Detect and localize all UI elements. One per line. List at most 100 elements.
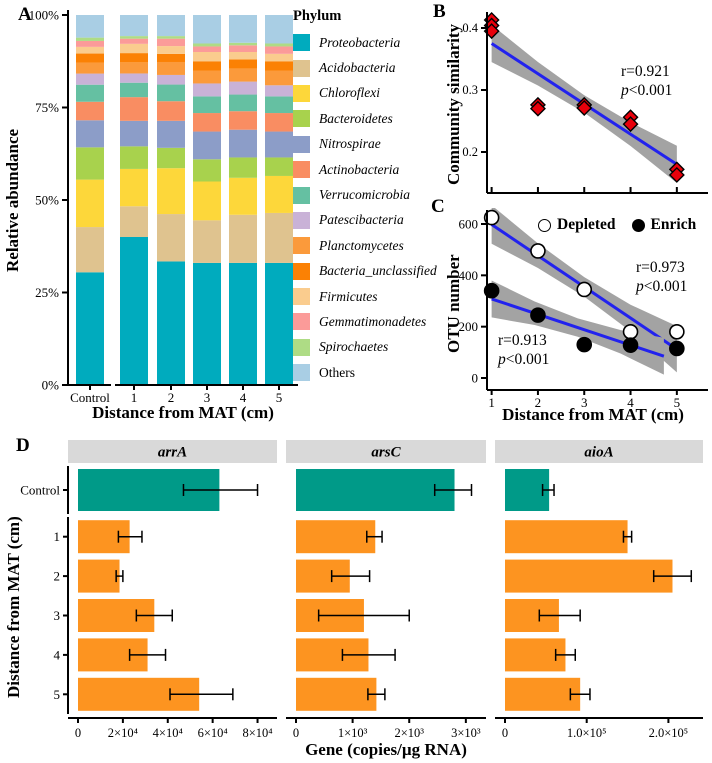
bar-segment-nitrospirae (229, 129, 257, 158)
bar-segment-others (76, 15, 104, 38)
filled-circle-icon (631, 218, 645, 232)
phylum-legend: Phylum Proteobacteria Acidobacteria Chloro… (293, 8, 437, 385)
bar-segment-firmicutes (120, 43, 148, 54)
panel-c-legend: Depleted Enrich (538, 216, 696, 234)
panel-c-depleted-r-value: r=0.973 (636, 259, 685, 276)
x-tick-label: 2×10³ (394, 726, 424, 740)
bar-segment-patescibacteria (76, 73, 104, 85)
bar-segment-chloroflexi (157, 168, 185, 215)
panel-c-depleted-p-value: <0.001 (643, 278, 688, 295)
x-tick-label: 3 (581, 395, 588, 410)
y-tick-label: 25% (35, 285, 59, 300)
data-point-enrich (669, 340, 685, 357)
legend-item: Bacteria_unclassified (293, 259, 437, 284)
bar-segment-proteobacteria (265, 262, 293, 385)
panel-b-stats-annotation: r=0.921 p<0.001 (621, 62, 672, 100)
legend-label: Planctomycetes (319, 237, 404, 253)
bar-segment-bacteroidetes (229, 157, 257, 178)
bar-segment-verrucomicrobia (120, 82, 148, 98)
facet-header (495, 440, 703, 463)
data-point-enrich (622, 337, 639, 353)
legend-item: Patescibacteria (293, 208, 435, 233)
bar-segment-spirochaetes (120, 36, 148, 39)
bar-segment-verrucomicrobia (76, 84, 104, 102)
legend-depleted-label: Depleted (557, 216, 616, 233)
data-point-enrich (530, 307, 546, 323)
phylum-legend-title: Phylum (293, 8, 342, 24)
facet-header (68, 440, 277, 463)
x-tick-label: 2 (168, 390, 175, 405)
gene-bar-arsC (296, 520, 376, 554)
bar-segment-gemmatimonadetes (265, 46, 293, 54)
y-tick-label: 50% (35, 193, 59, 208)
row-label: 5 (54, 687, 61, 702)
y-tick-label: 0.3 (462, 83, 478, 97)
data-point-depleted (483, 209, 500, 226)
legend-label: Proteobacteria (319, 34, 401, 50)
bar-segment-patescibacteria (157, 74, 185, 85)
x-tick-label: 1 (131, 390, 138, 405)
bar-segment-nitrospirae (193, 131, 221, 160)
bar-segment-actinobacteria (229, 111, 257, 130)
bar-segment-bacteroidetes (193, 159, 221, 182)
data-point-diamond (668, 166, 685, 183)
legend-label: Gemmatimonadetes (319, 313, 427, 329)
panel-d-gene-bar-charts: arrA 0 2×10⁴ 4×10⁴ 6×10⁴ 8×10⁴ arsC 0 1×10³ 2×10³… (20, 440, 703, 740)
legend-swatch (293, 313, 310, 331)
legend-label: Spirochaetes (319, 339, 389, 355)
bar-segment-actinobacteria (157, 101, 185, 121)
data-point-depleted (576, 281, 593, 298)
legend-item: Verrucomicrobia (293, 182, 435, 207)
bar-segment-spirochaetes (265, 43, 293, 47)
data-point-enrich (483, 282, 500, 299)
panel-c-enrich-r-value: r=0.913 (498, 332, 547, 349)
legend-item: Planctomycetes (293, 233, 435, 258)
legend-label: Bacteria_unclassified (319, 263, 437, 279)
bar-segment-patescibacteria (193, 83, 221, 97)
open-circle-icon (538, 218, 551, 232)
legend-swatch (293, 338, 310, 356)
x-tick-label: 2×10⁴ (108, 726, 138, 740)
panel-c-enrich-p-symbol: p (498, 351, 506, 368)
bar-segment-proteobacteria (120, 237, 148, 385)
bar-segment-gemmatimonadetes (120, 38, 148, 44)
bar-segment-others (120, 15, 148, 37)
x-tick-label: 5 (674, 395, 681, 410)
bar-segment-gemmatimonadetes (193, 46, 221, 52)
legend-swatch (293, 59, 310, 77)
bar-segment-spirochaetes (193, 43, 221, 47)
bar-segment-proteobacteria (229, 262, 257, 385)
legend-entry-enrich: Enrich (631, 216, 697, 234)
legend-swatch (293, 364, 310, 382)
bar-segment-verrucomicrobia (193, 96, 221, 114)
data-point-depleted (530, 243, 546, 259)
legend-item: Firmicutes (293, 284, 435, 309)
bar-segment-spirochaetes (76, 37, 104, 41)
x-tick-label: 8×10⁴ (242, 726, 272, 740)
bar-segment-bacteria_unclassified (120, 53, 148, 63)
legend-swatch (293, 84, 310, 102)
bar-segment-bacteroidetes (157, 147, 185, 169)
panel-c-scatter-chart: 0 200 400 600 1 2 3 4 5 (459, 208, 708, 410)
bar-segment-bacteria_unclassified (157, 53, 185, 62)
panel-c-depleted-stats: r=0.973 p<0.001 (636, 258, 687, 296)
panel-a-x-axis-title: Distance from MAT (cm) (92, 403, 274, 422)
bar-segment-firmicutes (265, 53, 293, 62)
x-tick-label: 2 (535, 395, 542, 410)
panel-a-letter: A (18, 4, 32, 25)
bar-segment-actinobacteria (265, 113, 293, 132)
panel-b-scatter-chart: 0.2 0.3 0.4 (462, 11, 708, 194)
y-tick-label: 400 (459, 268, 479, 283)
bar-segment-proteobacteria (157, 261, 185, 385)
bar-segment-spirochaetes (229, 42, 257, 46)
bar-segment-chloroflexi (76, 179, 104, 228)
bar-segment-actinobacteria (193, 113, 221, 132)
row-label: 3 (54, 608, 61, 623)
bar-segment-bacteroidetes (120, 146, 148, 169)
x-tick-label: 5 (276, 390, 283, 405)
bar-segment-planctomycetes (120, 62, 148, 74)
legend-enrich-label: Enrich (650, 216, 697, 233)
phylum-legend-items: Proteobacteria Acidobacteria Chloroflexi Ba… (293, 30, 437, 385)
legend-item: Nitrospirae (293, 132, 435, 157)
